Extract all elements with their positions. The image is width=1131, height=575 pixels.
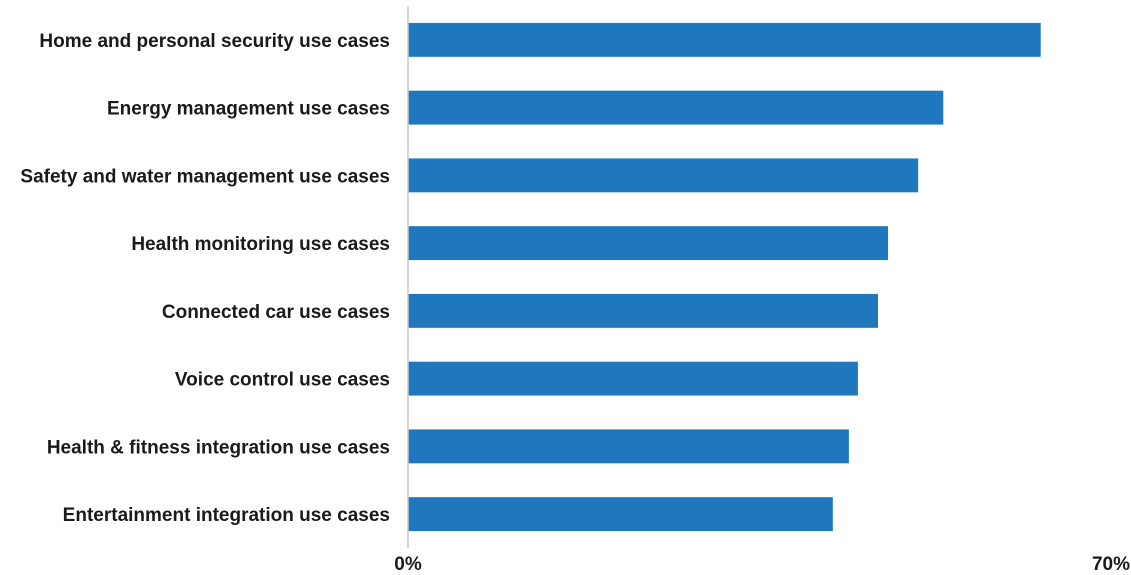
category-labels-layer: Home and personal security use cases Ener… xyxy=(20,31,390,526)
bar xyxy=(408,226,889,261)
category-label: Energy management use cases xyxy=(107,99,390,120)
bar xyxy=(408,22,1041,57)
category-label: Safety and water management use cases xyxy=(20,166,390,187)
category-label: Entertainment integration use cases xyxy=(63,505,390,526)
bar xyxy=(408,429,849,464)
category-label: Home and personal security use cases xyxy=(39,31,390,52)
bar xyxy=(408,90,944,125)
bar xyxy=(408,158,919,193)
x-tick-label: 0% xyxy=(394,554,422,575)
bars-layer xyxy=(408,22,1041,532)
category-label: Voice control use cases xyxy=(175,370,390,391)
bar xyxy=(408,293,879,328)
bar xyxy=(408,497,833,532)
category-label: Health & fitness integration use cases xyxy=(47,437,390,458)
category-label: Health monitoring use cases xyxy=(131,234,390,255)
ticks-layer: 0% 70% xyxy=(394,554,1130,575)
category-label: Connected car use cases xyxy=(162,302,390,323)
x-tick-label: 70% xyxy=(1092,554,1130,575)
bar xyxy=(408,361,858,396)
